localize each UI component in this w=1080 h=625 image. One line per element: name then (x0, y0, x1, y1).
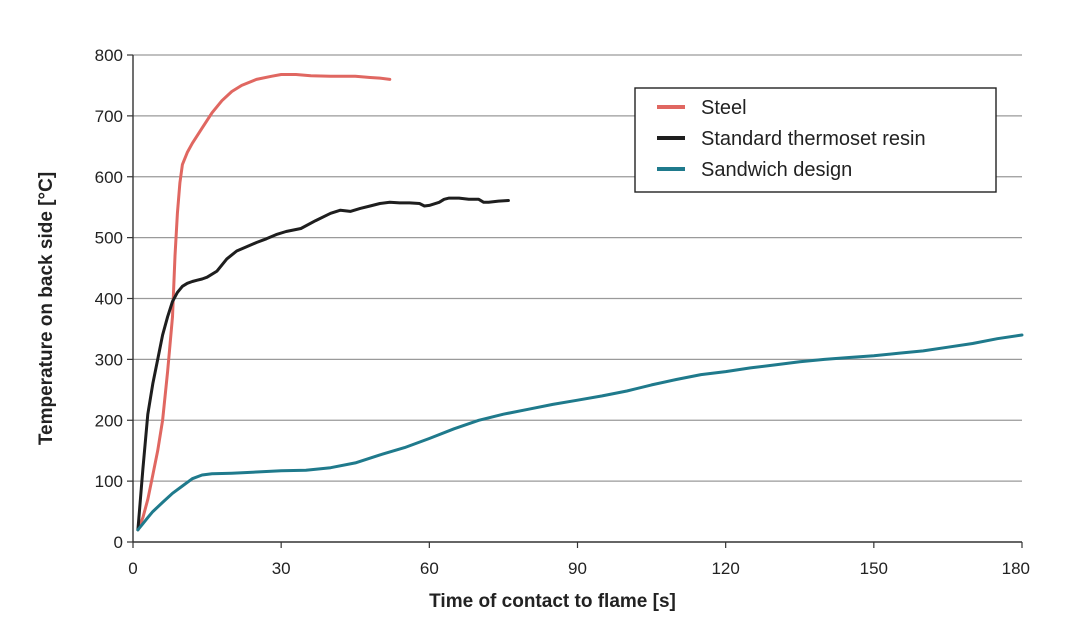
x-tick-label: 30 (272, 559, 291, 578)
y-tick-label: 400 (95, 290, 123, 309)
legend-label: Steel (701, 97, 747, 119)
axes: 0 100 200 300 400 500 600 700 800 0 30 60 90 120 150 18… (95, 46, 1030, 578)
x-axis-title: Time of contact to flame [s] (429, 591, 676, 612)
series-line-standard-thermoset-resin (136, 196, 510, 532)
legend-label: Standard thermoset resin (701, 128, 926, 150)
y-tick-label: 700 (95, 107, 123, 126)
y-tick-label: 800 (95, 46, 123, 65)
y-tick-label: 100 (95, 472, 123, 491)
x-tick-label: 60 (420, 559, 439, 578)
x-tick-label: 90 (568, 559, 587, 578)
y-axis-title: Temperature on back side [°C] (36, 172, 57, 445)
legend: Steel Standard thermoset resin Sandwich de… (634, 87, 997, 193)
x-tick-label: 180 (1002, 559, 1030, 578)
series-line-steel (136, 73, 392, 532)
y-tick-label: 500 (95, 229, 123, 248)
x-tick-label: 150 (860, 559, 888, 578)
legend-label: Sandwich design (701, 159, 852, 181)
y-tick-label: 200 (95, 411, 123, 430)
x-tick-label: 120 (711, 559, 739, 578)
legend-box (634, 87, 997, 193)
grid-lines (133, 54, 1022, 482)
y-tick-label: 0 (114, 533, 123, 552)
y-tick-label: 300 (95, 350, 123, 369)
y-tick-label: 600 (95, 168, 123, 187)
series-lines (136, 73, 1024, 532)
series-line-sandwich-design (136, 333, 1024, 532)
x-tick-label: 0 (128, 559, 137, 578)
